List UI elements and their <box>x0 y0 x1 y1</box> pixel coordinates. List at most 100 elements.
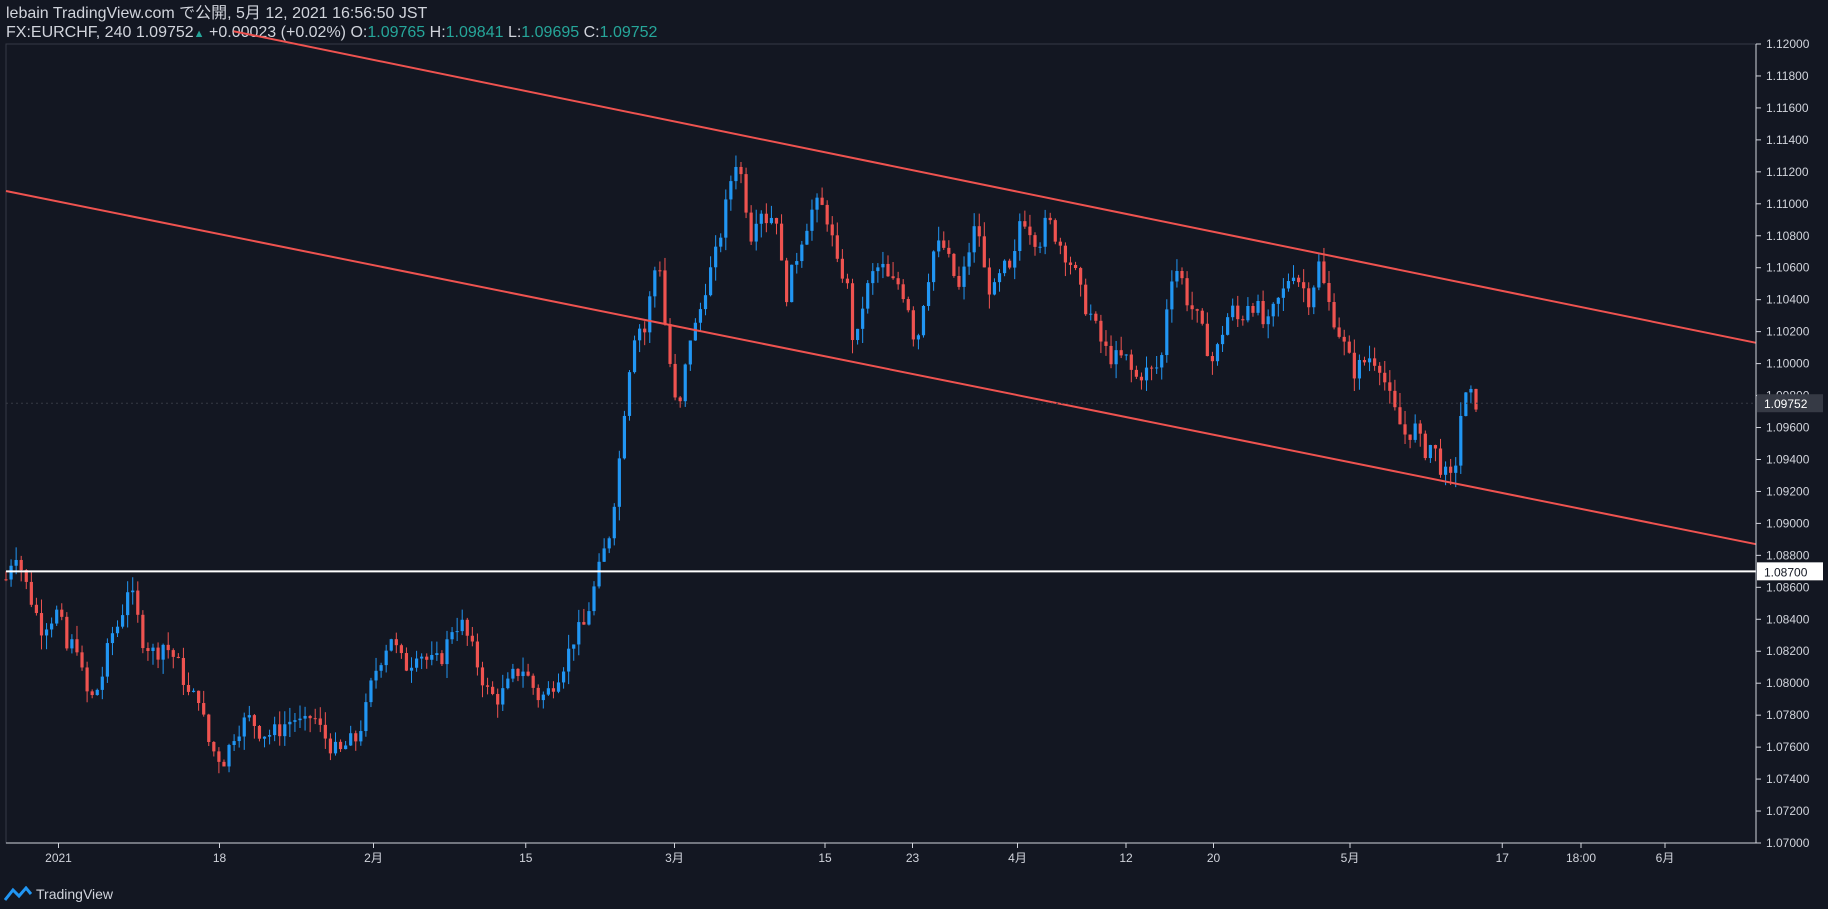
candle <box>1342 329 1346 356</box>
candle <box>1160 352 1164 380</box>
candle-body <box>55 609 59 624</box>
candle <box>161 643 165 674</box>
candle-body <box>795 261 799 265</box>
candle-body <box>876 267 880 272</box>
candle <box>1373 347 1377 371</box>
candle <box>1312 285 1316 315</box>
candle-body <box>1423 433 1427 459</box>
candle-body <box>1175 271 1179 282</box>
candle-body <box>1438 448 1443 475</box>
plot-background[interactable] <box>5 43 1757 844</box>
candle <box>1215 342 1220 366</box>
candle <box>952 252 956 278</box>
candle-body <box>176 656 180 658</box>
candle-body <box>1018 221 1022 252</box>
candle-body <box>688 340 692 365</box>
candle-body <box>972 226 976 253</box>
candle <box>1104 330 1108 356</box>
candle <box>374 657 378 689</box>
change-value: +0.00023 (+0.02%) <box>209 24 347 41</box>
candle-body <box>440 653 444 665</box>
price-tick-label: 1.08000 <box>1766 676 1810 690</box>
candle-body <box>541 694 545 701</box>
candle-body <box>987 267 991 295</box>
candle-body <box>850 283 855 341</box>
candle-body <box>1291 277 1296 282</box>
candle <box>430 641 434 666</box>
up-arrow-icon: ▲ <box>193 28 205 40</box>
symbol-label[interactable]: FX:EURCHF, 240 <box>6 24 132 41</box>
candle <box>485 677 490 695</box>
candle-body <box>577 622 581 645</box>
candle <box>1261 290 1265 329</box>
candle-body <box>1378 365 1382 373</box>
candle <box>293 713 297 732</box>
trend-drawings[interactable] <box>5 30 1757 573</box>
candle-body <box>1302 282 1306 289</box>
candle <box>982 222 986 268</box>
candle <box>764 203 768 233</box>
candle <box>668 318 672 368</box>
candle-body <box>308 715 312 719</box>
candle-body <box>551 688 556 692</box>
candle <box>911 306 915 347</box>
candle <box>308 714 312 733</box>
candle <box>394 632 398 654</box>
tradingview-logo-icon <box>4 886 32 901</box>
candle <box>790 264 794 303</box>
candle-body <box>800 244 804 262</box>
candle <box>1073 261 1078 271</box>
candle <box>1418 420 1422 447</box>
candle <box>1205 312 1209 357</box>
candle <box>496 688 500 718</box>
candle <box>1084 278 1088 316</box>
candle-body <box>1144 367 1149 381</box>
candle <box>1281 278 1285 312</box>
candle <box>232 734 236 751</box>
candle-body <box>1170 281 1174 310</box>
candle <box>724 189 728 251</box>
price-tick-label: 1.10000 <box>1766 357 1810 371</box>
candle <box>29 572 33 608</box>
candle <box>921 304 926 338</box>
candle <box>521 657 525 688</box>
candle <box>795 252 799 274</box>
price-axis[interactable]: 1.07000 1.07200 1.07400 1.07600 1.07800 1.080… <box>1755 37 1823 850</box>
channel-trendline-2[interactable] <box>5 190 1757 546</box>
time-tick-label: 23 <box>906 851 920 865</box>
candle-body <box>1469 388 1473 393</box>
candle <box>926 273 931 311</box>
channel-trendline-1[interactable] <box>233 30 1757 344</box>
candle-body <box>24 570 28 582</box>
candle-body <box>1053 220 1057 242</box>
candle <box>703 283 708 316</box>
candle <box>1307 282 1311 316</box>
candle-body <box>997 273 1002 283</box>
candle-body <box>1271 303 1275 317</box>
candle <box>1048 212 1052 225</box>
candle <box>673 353 677 401</box>
candle <box>835 222 839 263</box>
candle-body <box>1352 352 1356 379</box>
candle <box>181 647 186 696</box>
candle-body <box>14 559 18 566</box>
candle <box>556 673 561 694</box>
candle-body <box>496 693 500 705</box>
candle <box>186 672 191 696</box>
candle-body <box>592 586 596 612</box>
time-axis[interactable]: 2021 18 2月 15 3月 15 23 4月 12 20 5月 17 18:00 6月 <box>6 842 1756 865</box>
candle-body <box>1104 341 1108 346</box>
candle-body <box>1094 313 1098 321</box>
candle-body <box>1246 305 1250 321</box>
candle <box>769 205 774 225</box>
candle-body <box>85 667 89 692</box>
candle <box>1428 444 1432 463</box>
ohlc-legend: FX:EURCHF, 240 1.09752▲ +0.00023 (+0.02%… <box>6 23 1828 44</box>
plot-area[interactable] <box>5 43 1757 844</box>
candle-body <box>379 665 383 671</box>
price-tick-label: 1.08400 <box>1766 612 1810 626</box>
candle-body <box>764 213 768 224</box>
candle-body <box>835 235 839 259</box>
candle <box>779 214 784 261</box>
